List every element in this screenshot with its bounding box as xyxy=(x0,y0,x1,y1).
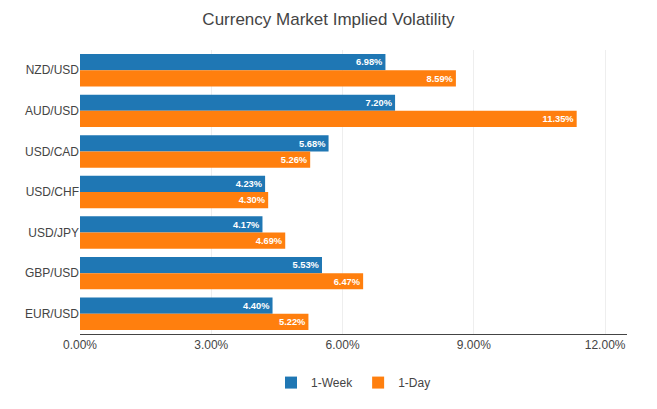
svg-text:6.00%: 6.00% xyxy=(326,338,360,352)
svg-text:4.17%: 4.17% xyxy=(233,220,260,230)
svg-text:EUR/USD: EUR/USD xyxy=(25,307,79,321)
svg-text:1-Day: 1-Day xyxy=(398,376,430,390)
svg-text:6.47%: 6.47% xyxy=(334,277,361,287)
svg-text:4.23%: 4.23% xyxy=(236,179,263,189)
svg-text:5.22%: 5.22% xyxy=(279,317,306,327)
svg-text:GBP/USD: GBP/USD xyxy=(25,266,79,280)
svg-text:5.68%: 5.68% xyxy=(299,139,326,149)
svg-text:9.00%: 9.00% xyxy=(457,338,491,352)
svg-text:Currency Market Implied Volati: Currency Market Implied Volatility xyxy=(202,10,455,29)
svg-text:USD/JPY: USD/JPY xyxy=(28,226,79,240)
svg-text:4.30%: 4.30% xyxy=(239,195,266,205)
svg-text:USD/CAD: USD/CAD xyxy=(25,145,79,159)
svg-text:3.00%: 3.00% xyxy=(194,338,228,352)
svg-text:7.20%: 7.20% xyxy=(366,98,393,108)
svg-text:12.00%: 12.00% xyxy=(585,338,626,352)
svg-text:USD/CHF: USD/CHF xyxy=(26,185,79,199)
svg-text:4.40%: 4.40% xyxy=(243,301,269,311)
svg-text:5.53%: 5.53% xyxy=(293,260,320,270)
svg-text:NZD/USD: NZD/USD xyxy=(26,63,80,77)
svg-text:5.26%: 5.26% xyxy=(281,155,308,165)
svg-text:8.59%: 8.59% xyxy=(426,74,452,84)
svg-text:4.69%: 4.69% xyxy=(256,236,283,246)
svg-text:11.35%: 11.35% xyxy=(543,114,575,124)
svg-text:0.00%: 0.00% xyxy=(63,338,97,352)
svg-text:1-Week: 1-Week xyxy=(311,376,353,390)
svg-text:AUD/USD: AUD/USD xyxy=(25,104,79,118)
svg-text:6.98%: 6.98% xyxy=(356,57,383,67)
